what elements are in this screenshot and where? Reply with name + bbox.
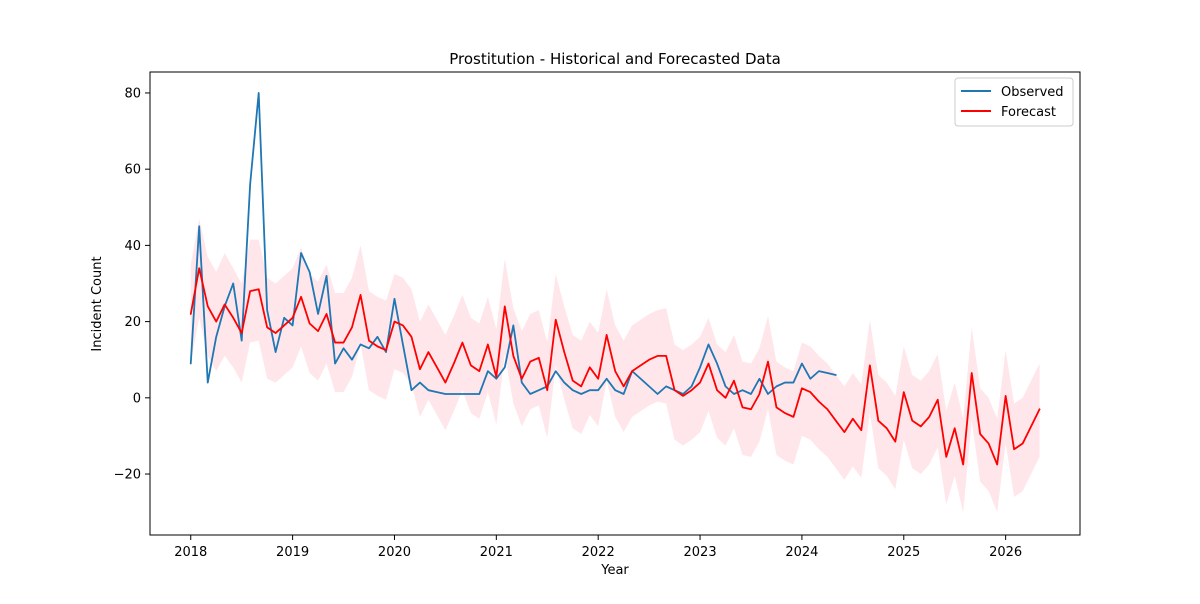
y-tick-label: 20: [124, 315, 141, 330]
confidence-band-layer: [190, 218, 1040, 513]
x-tick-label: 2019: [276, 545, 309, 560]
y-tick-label: 80: [124, 86, 141, 101]
plot-frame: [149, 71, 1081, 536]
series-line-forecast: [189, 267, 1041, 466]
x-tick-label: 2023: [684, 545, 717, 560]
x-tick-label: 2022: [582, 545, 615, 560]
y-axis-label: Incident Count: [90, 256, 105, 351]
chart-title: Prostitution - Historical and Forecasted…: [449, 50, 781, 68]
y-tick-label: 0: [133, 391, 141, 406]
series-layer: [189, 92, 1041, 466]
x-tick-label: 2025: [887, 545, 920, 560]
x-tick-label: 2020: [378, 545, 411, 560]
series-line-observed: [189, 92, 837, 395]
legend-observed-label: Observed: [1001, 85, 1064, 100]
x-tick-label: 2026: [989, 545, 1022, 560]
x-tick-label: 2021: [480, 545, 513, 560]
legend: Observed Forecast: [954, 77, 1074, 127]
legend-forecast-label: Forecast: [1001, 105, 1056, 120]
y-tick-label: 40: [124, 239, 141, 254]
x-axis-label: Year: [600, 563, 629, 578]
y-tick-label: 60: [124, 163, 141, 178]
x-tick-label: 2018: [174, 545, 207, 560]
confidence-band: [190, 218, 1040, 513]
y-tick-label: −20: [114, 468, 141, 483]
x-tick-label: 2024: [785, 545, 818, 560]
axes-layer: 2018 2019 2020 2021 2022 2023 2024 2025 2026 −20 0…: [114, 71, 1081, 560]
